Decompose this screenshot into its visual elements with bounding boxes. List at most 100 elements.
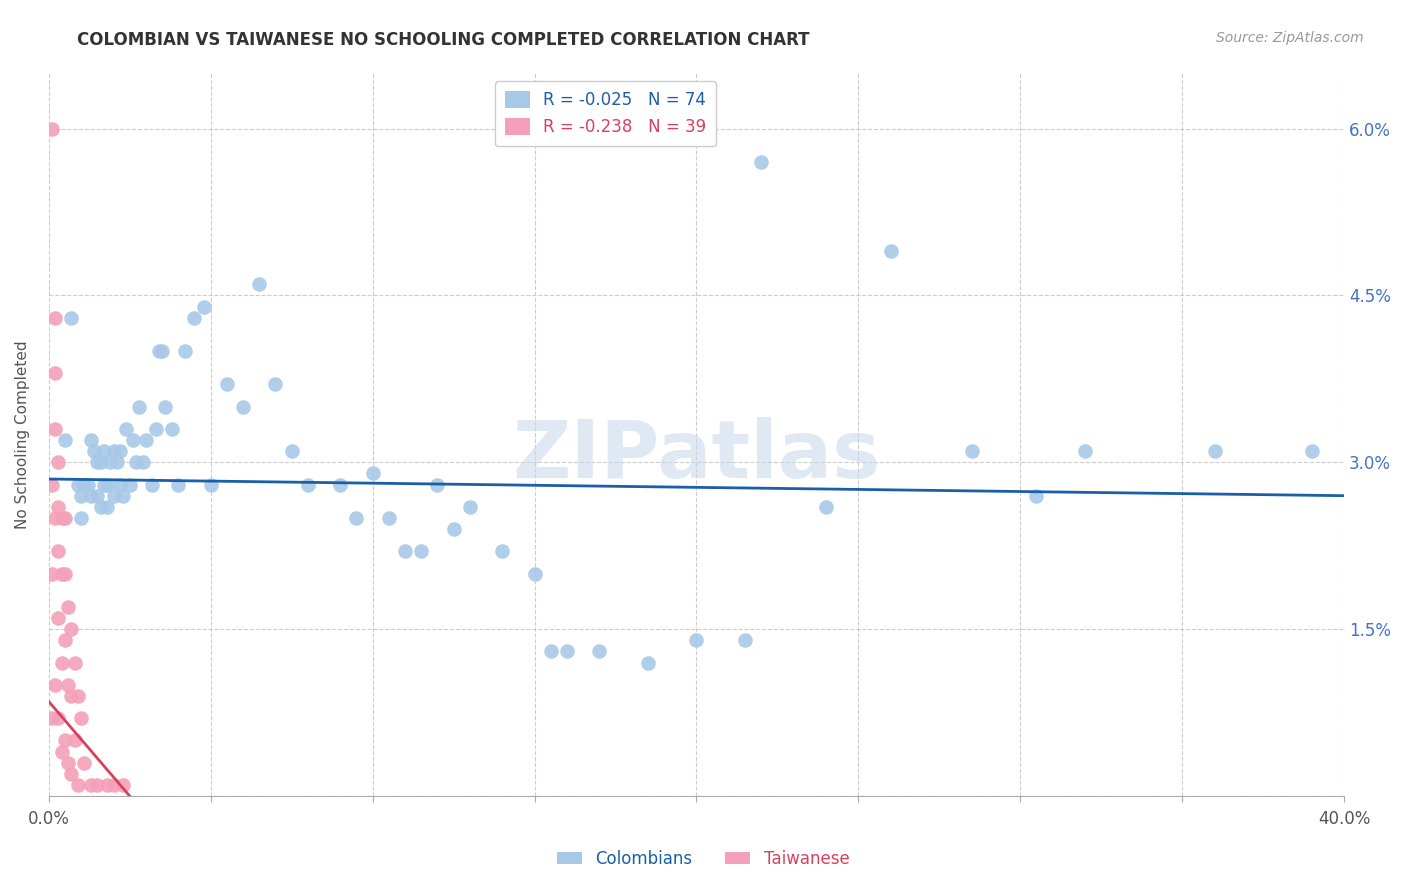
Point [122, 433, 145, 447]
Point [115, 422, 138, 436]
Point [458, 500, 481, 514]
Point [103, 489, 125, 503]
Point [1204, 444, 1226, 458]
Point [960, 444, 983, 458]
Point [1025, 489, 1047, 503]
Y-axis label: No Schooling Completed: No Schooling Completed [15, 340, 30, 529]
Point [200, 477, 222, 491]
Point [749, 155, 772, 169]
Point [1074, 444, 1097, 458]
Point [814, 500, 837, 514]
Point [215, 377, 238, 392]
Point [128, 400, 150, 414]
Point [183, 310, 205, 325]
Point [53, 433, 76, 447]
Point [361, 467, 384, 481]
Point [523, 566, 546, 581]
Text: ZIPatlas: ZIPatlas [512, 417, 880, 495]
Point [56, 756, 79, 770]
Point [53, 566, 76, 581]
Point [148, 344, 170, 359]
Point [105, 455, 128, 469]
Point [51, 656, 73, 670]
Point [232, 400, 254, 414]
Point [90, 455, 112, 469]
Point [66, 778, 89, 792]
Point [63, 733, 86, 747]
Point [80, 489, 103, 503]
Point [41, 477, 63, 491]
Point [344, 511, 367, 525]
Point [193, 300, 215, 314]
Point [51, 511, 73, 525]
Point [108, 444, 131, 458]
Point [491, 544, 513, 558]
Point [90, 500, 112, 514]
Point [103, 444, 125, 458]
Point [125, 455, 148, 469]
Point [44, 678, 66, 692]
Point [280, 444, 302, 458]
Point [297, 477, 319, 491]
Legend: R = -0.025   N = 74, R = -0.238   N = 39: R = -0.025 N = 74, R = -0.238 N = 39 [495, 81, 717, 146]
Point [44, 310, 66, 325]
Point [44, 511, 66, 525]
Point [53, 633, 76, 648]
Point [426, 477, 449, 491]
Point [93, 477, 115, 491]
Point [145, 422, 167, 436]
Point [48, 544, 70, 558]
Point [86, 489, 108, 503]
Point [48, 711, 70, 725]
Point [734, 633, 756, 648]
Point [103, 778, 125, 792]
Point [66, 689, 89, 703]
Point [73, 477, 96, 491]
Point [53, 511, 76, 525]
Point [41, 711, 63, 725]
Point [41, 121, 63, 136]
Point [60, 310, 83, 325]
Point [80, 778, 103, 792]
Point [880, 244, 903, 258]
Point [247, 277, 270, 292]
Point [96, 500, 118, 514]
Point [96, 477, 118, 491]
Point [112, 489, 135, 503]
Point [135, 433, 157, 447]
Point [411, 544, 433, 558]
Point [70, 511, 93, 525]
Point [118, 477, 141, 491]
Point [83, 444, 105, 458]
Point [66, 477, 89, 491]
Point [48, 455, 70, 469]
Point [555, 644, 578, 658]
Point [44, 367, 66, 381]
Point [167, 477, 190, 491]
Point [685, 633, 707, 648]
Point [155, 400, 177, 414]
Point [60, 766, 83, 780]
Text: COLOMBIAN VS TAIWANESE NO SCHOOLING COMPLETED CORRELATION CHART: COLOMBIAN VS TAIWANESE NO SCHOOLING COMP… [77, 31, 810, 49]
Point [73, 756, 96, 770]
Point [150, 344, 173, 359]
Point [80, 433, 103, 447]
Point [70, 711, 93, 725]
Point [53, 733, 76, 747]
Point [98, 455, 121, 469]
Point [60, 622, 83, 636]
Point [93, 444, 115, 458]
Point [44, 422, 66, 436]
Point [86, 455, 108, 469]
Point [41, 566, 63, 581]
Point [443, 522, 465, 536]
Point [173, 344, 195, 359]
Point [264, 377, 287, 392]
Point [394, 544, 416, 558]
Point [63, 656, 86, 670]
Point [48, 611, 70, 625]
Point [108, 477, 131, 491]
Point [112, 778, 135, 792]
Point [86, 778, 108, 792]
Text: Source: ZipAtlas.com: Source: ZipAtlas.com [1216, 31, 1364, 45]
